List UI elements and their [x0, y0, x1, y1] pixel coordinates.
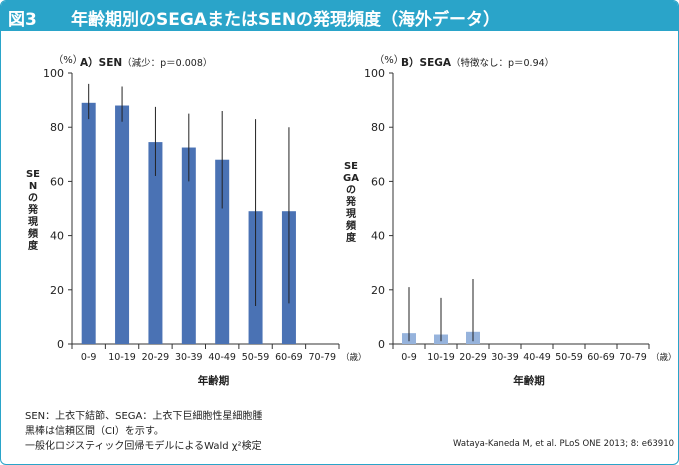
left-bar-20-29 [148, 142, 163, 344]
right-y-axis-label: SEGAの発現頻度 [343, 161, 359, 244]
left-x-axis-title: 年齢期 [198, 374, 230, 387]
right-y-unit-label: （%） [374, 54, 404, 66]
left-bar-0-9 [81, 102, 96, 344]
left-y-unit-label: （%） [53, 54, 83, 66]
right-panel-title: B）SEGA（特徴なし：p＝0.94） [401, 56, 554, 69]
right-category-label: 10-19 [427, 352, 455, 363]
right-panel-label: B）SEGA [401, 56, 452, 69]
left-y-tick-label: 40 [50, 230, 64, 243]
right-category-label: 70-79 [619, 352, 647, 363]
right-y-tick-label: 40 [371, 230, 385, 243]
figure-header: 図3 年齢期別のSEGAまたはSENの発現頻度（海外データ） [1, 1, 678, 31]
right-category-label: 0-9 [401, 352, 417, 363]
right-y-tick-label: 60 [371, 175, 385, 188]
right-y-tick-label: 100 [364, 67, 385, 80]
right-panel-stat-note: （特徴なし：p＝0.94） [451, 57, 554, 69]
source-citation: Wataya-Kaneda M, et al. PLoS ONE 2013; 8… [453, 439, 675, 449]
left-panel-label: A）SEN [80, 56, 122, 69]
left-bar-10-19 [115, 105, 130, 345]
figure-label: 図3 [8, 10, 37, 30]
right-category-label: 40-49 [523, 352, 551, 363]
right-x-axis-title: 年齢期 [513, 374, 545, 387]
left-category-label: 40-49 [208, 352, 236, 363]
note-statistics: 一般化ロジスティック回帰モデルによるWald χ²検定 [25, 441, 262, 452]
left-category-label: 60-69 [275, 352, 303, 363]
left-category-label: 50-59 [242, 352, 270, 363]
left-category-label: 20-29 [142, 352, 170, 363]
left-bar-40-49 [215, 159, 230, 344]
right-category-label: 20-29 [459, 352, 487, 363]
right-category-label: 30-39 [491, 352, 519, 363]
left-y-tick-label: 80 [50, 121, 64, 134]
right-y-tick-label: 20 [371, 284, 385, 297]
left-category-label: 10-19 [108, 352, 136, 363]
left-y-tick-label: 60 [50, 175, 64, 188]
left-y-tick-label: 100 [43, 67, 64, 80]
right-category-label: 60-69 [587, 352, 615, 363]
right-category-label: 50-59 [555, 352, 583, 363]
left-y-tick-label: 0 [57, 338, 64, 351]
figure-title: 年齢期別のSEGAまたはSENの発現頻度（海外データ） [71, 10, 501, 30]
left-x-unit-label: （歳） [341, 352, 367, 363]
left-bar-30-39 [181, 147, 196, 344]
left-category-label: 30-39 [175, 352, 203, 363]
right-x-unit-label: （歳） [651, 352, 677, 363]
right-y-tick-label: 80 [371, 121, 385, 134]
left-y-axis-label: SENの発現頻度 [25, 169, 41, 252]
note-error-bars: 黒棒は信頼区間（CI）を示す。 [25, 426, 164, 437]
left-panel-title: A）SEN（減少：p＝0.008） [80, 56, 212, 69]
note-abbreviations: SEN：上衣下結節、SEGA：上衣下巨細胞性星細胞腫 [25, 411, 263, 422]
left-category-label: 70-79 [309, 352, 337, 363]
right-y-tick-label: 0 [378, 338, 385, 351]
left-y-tick-label: 20 [50, 284, 64, 297]
left-category-label: 0-9 [81, 352, 97, 363]
left-panel-stat-note: （減少：p＝0.008） [122, 57, 212, 69]
